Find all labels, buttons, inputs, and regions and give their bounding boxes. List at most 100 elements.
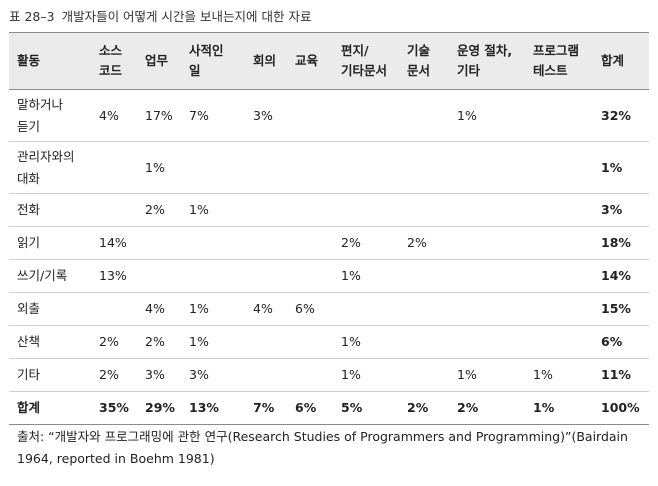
percent-cell (249, 141, 291, 194)
percent-cell (95, 292, 141, 326)
time-distribution-table: 활동 소스 코드 업무 사적인 일 회의 교육 편지/기타문서 기술 문서 운영 절차, 기타 프로그램 테… (9, 32, 649, 425)
column-header: 소스 코드 (95, 32, 141, 90)
percent-cell (403, 193, 453, 227)
activity-cell: 합계 (9, 391, 95, 425)
table-body: 말하거나 듣기 4% 17% 7% 3% 1% 32% 관리자와의 대화 1% 1% 전화 2% 1% 3% 읽… (9, 89, 649, 425)
percent-cell: 1% (185, 292, 249, 326)
percent-cell (291, 141, 337, 194)
column-header: 기술 문서 (403, 32, 453, 90)
percent-cell: 1% (529, 391, 597, 425)
total-cell: 3% (597, 193, 649, 227)
percent-cell (249, 259, 291, 293)
column-header-line: 프로그램 (533, 43, 580, 58)
column-header-line: 기타문서 (341, 63, 388, 78)
table-row: 기타 2% 3% 3% 1% 1% 1% 11% (9, 358, 649, 392)
percent-cell: 3% (249, 89, 291, 142)
percent-cell (403, 325, 453, 359)
percent-cell (453, 292, 529, 326)
column-header-line: 운영 절차, (457, 43, 513, 58)
percent-cell (529, 259, 597, 293)
percent-cell (529, 89, 597, 142)
percent-cell: 1% (185, 325, 249, 359)
percent-cell (291, 89, 337, 142)
column-header-line: 일 (189, 63, 201, 78)
activity-cell: 말하거나 듣기 (9, 89, 95, 142)
total-cell: 14% (597, 259, 649, 293)
percent-cell (529, 292, 597, 326)
table-row: 말하거나 듣기 4% 17% 7% 3% 1% 32% (9, 89, 649, 142)
column-header: 합계 (597, 32, 649, 90)
percent-cell (185, 226, 249, 260)
activity-cell: 전화 (9, 193, 95, 227)
activity-label-line: 쓰기/기록 (17, 268, 68, 283)
activity-cell: 외출 (9, 292, 95, 326)
total-cell: 15% (597, 292, 649, 326)
percent-cell (141, 226, 185, 260)
percent-cell: 2% (403, 391, 453, 425)
percent-cell: 4% (249, 292, 291, 326)
percent-cell (529, 193, 597, 227)
activity-label-line: 전화 (17, 202, 41, 217)
activity-label-line: 관리자와의 (17, 148, 75, 164)
percent-cell (403, 292, 453, 326)
percent-cell: 35% (95, 391, 141, 425)
percent-cell (453, 259, 529, 293)
column-header-line: 문서 (407, 63, 431, 78)
percent-cell: 1% (453, 358, 529, 392)
column-header-line: 사적인 (189, 43, 224, 58)
activity-label-line: 듣기 (17, 118, 41, 134)
percent-cell (403, 259, 453, 293)
percent-cell (453, 141, 529, 194)
percent-cell (403, 89, 453, 142)
percent-cell (249, 226, 291, 260)
percent-cell (337, 292, 403, 326)
activity-cell: 산책 (9, 325, 95, 359)
total-cell: 1% (597, 141, 649, 194)
percent-cell (403, 358, 453, 392)
column-header: 회의 (249, 32, 291, 90)
percent-cell (249, 193, 291, 227)
percent-cell: 1% (337, 259, 403, 293)
column-header: 편지/기타문서 (337, 32, 403, 90)
column-header-line: 테스트 (533, 63, 568, 78)
percent-cell: 2% (337, 226, 403, 260)
percent-cell: 29% (141, 391, 185, 425)
percent-cell (95, 193, 141, 227)
percent-cell (95, 141, 141, 194)
activity-cell: 읽기 (9, 226, 95, 260)
total-cell: 100% (597, 391, 649, 425)
percent-cell: 2% (453, 391, 529, 425)
table-row: 전화 2% 1% 3% (9, 193, 649, 227)
percent-cell (529, 226, 597, 260)
percent-cell (249, 325, 291, 359)
percent-cell: 14% (95, 226, 141, 260)
table-row: 외출 4% 1% 4% 6% 15% (9, 292, 649, 326)
column-header: 운영 절차, 기타 (453, 32, 529, 90)
percent-cell (249, 358, 291, 392)
table-header: 활동 소스 코드 업무 사적인 일 회의 교육 편지/기타문서 기술 문서 운영 절차, 기타 프로그램 테… (9, 32, 649, 90)
table-row: 산책 2% 2% 1% 1% 6% (9, 325, 649, 359)
activity-cell: 쓰기/기록 (9, 259, 95, 293)
percent-cell: 4% (95, 89, 141, 142)
activity-label-line: 산책 (17, 334, 41, 349)
column-header-line: 교육 (295, 53, 319, 68)
percent-cell: 13% (95, 259, 141, 293)
percent-cell: 2% (95, 325, 141, 359)
header-row: 활동 소스 코드 업무 사적인 일 회의 교육 편지/기타문서 기술 문서 운영 절차, 기타 프로그램 테… (9, 32, 649, 90)
percent-cell: 1% (141, 141, 185, 194)
percent-cell (453, 226, 529, 260)
activity-label-line: 합계 (17, 400, 41, 415)
table-row: 쓰기/기록 13% 1% 14% (9, 259, 649, 293)
percent-cell: 1% (453, 89, 529, 142)
percent-cell (141, 259, 185, 293)
column-header: 교육 (291, 32, 337, 90)
percent-cell: 7% (249, 391, 291, 425)
activity-label-line: 대화 (17, 170, 41, 186)
table-title: 개발자들이 어떻게 시간을 보내는지에 대한 자료 (61, 9, 312, 24)
total-cell: 11% (597, 358, 649, 392)
percent-cell: 17% (141, 89, 185, 142)
column-header-line: 업무 (145, 53, 169, 68)
activity-label-line: 읽기 (17, 235, 41, 250)
percent-cell (185, 141, 249, 194)
